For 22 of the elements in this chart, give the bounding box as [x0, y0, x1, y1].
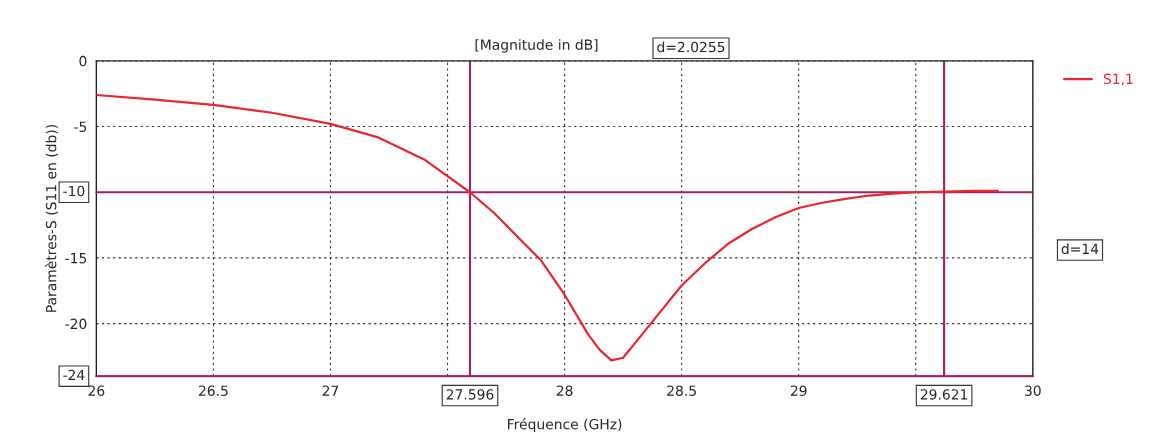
x-tick-label: 27 — [322, 385, 339, 396]
text: d=14 — [1061, 243, 1099, 255]
x-tick-label: 26.5 — [198, 385, 228, 396]
ref-line-label: 29.621 — [920, 389, 968, 400]
chart-title: [Magnitude in dB] — [475, 39, 598, 53]
y-tick-label: -15 — [65, 253, 87, 264]
y-axis-title: Paramètres-S (S11 en (db)) — [45, 125, 59, 312]
ref-line-label: -10 — [63, 185, 85, 197]
x-tick-label: 26 — [88, 385, 105, 396]
x-tick-label: 30 — [1025, 385, 1041, 396]
ref-line-label: -24 — [63, 369, 85, 381]
x-tick-label: 28.5 — [667, 385, 696, 396]
x-tick-label: 28 — [556, 385, 573, 396]
y-tick-label: -20 — [65, 318, 87, 330]
legend-label: S1,1 — [1103, 73, 1133, 86]
y-tick-label: -5 — [74, 121, 87, 133]
line-series — [96, 93, 999, 362]
ref-line-label: 27.596 — [446, 389, 494, 400]
x-tick-label: 29 — [790, 385, 807, 396]
text: d=2.0255 — [657, 41, 725, 53]
y-tick-label: 0 — [79, 55, 87, 67]
x-axis-title: Fréquence (GHz) — [508, 418, 622, 433]
